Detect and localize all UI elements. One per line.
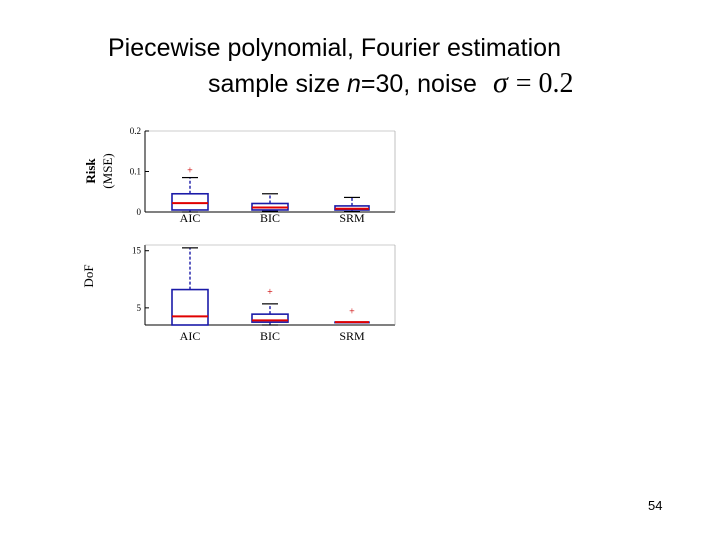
dof-srm-category-label: SRM bbox=[339, 329, 365, 343]
dof-aic-category-label: AIC bbox=[180, 329, 201, 343]
title-sample-size-text: sample size bbox=[208, 70, 347, 98]
risk-boxplot-panel: 0 0.1 0.2 Risk (MSE) + AIC BIC SRM bbox=[83, 126, 396, 225]
title-sigma-value: = 0.2 bbox=[515, 68, 574, 99]
dof-ytick-label: 15 bbox=[132, 246, 142, 256]
risk-ytick-label: 0.2 bbox=[130, 126, 141, 136]
dof-bic-outlier: + bbox=[267, 287, 273, 298]
risk-ytick-label: 0 bbox=[137, 207, 142, 217]
page-number: 54 bbox=[648, 498, 663, 513]
chart-title-line1: Piecewise polynomial, Fourier estimation bbox=[108, 34, 561, 62]
risk-srm-category-label: SRM bbox=[339, 211, 365, 225]
dof-srm-outlier: + bbox=[349, 306, 355, 317]
title-noise-text: =30, noise bbox=[360, 70, 477, 98]
dof-aic-box bbox=[171, 288, 209, 326]
risk-ylabel-line2: (MSE) bbox=[100, 153, 115, 188]
title-sigma-symbol: σ bbox=[492, 66, 508, 99]
risk-bic-category-label: BIC bbox=[260, 211, 280, 225]
chart-title-line2: sample size n=30, noise σ = 0.2 bbox=[0, 66, 720, 100]
title-n-symbol: n bbox=[346, 70, 361, 98]
risk-aic-box bbox=[171, 192, 209, 211]
dof-bic-category-label: BIC bbox=[260, 329, 280, 343]
risk-ytick-label: 0.1 bbox=[130, 167, 141, 177]
risk-ylabel-line1: Risk bbox=[83, 158, 98, 184]
dof-bic-box bbox=[251, 313, 289, 323]
risk-aic-outlier: + bbox=[187, 166, 193, 177]
dof-ytick-label: 5 bbox=[137, 303, 142, 313]
dof-ylabel: DoF bbox=[81, 264, 96, 287]
dof-boxplot-panel: 5 15 DoF AIC + BIC + SRM bbox=[81, 244, 396, 343]
risk-aic-category-label: AIC bbox=[180, 211, 201, 225]
